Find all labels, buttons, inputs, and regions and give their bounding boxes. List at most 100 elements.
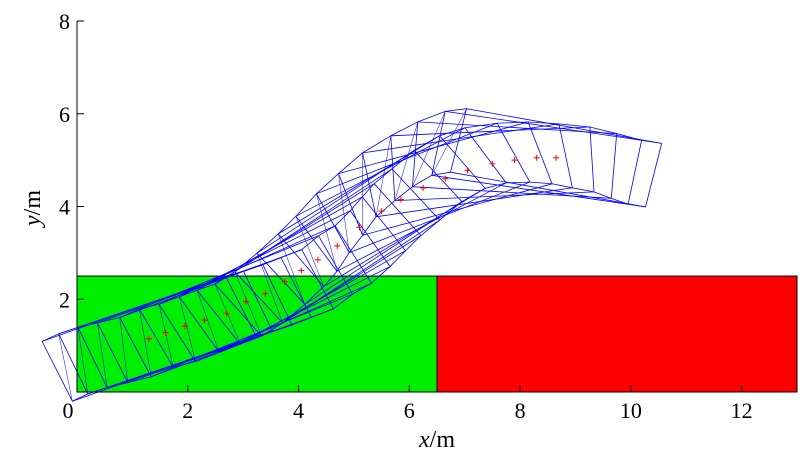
frame-link-19-0 bbox=[431, 171, 451, 176]
frame-link-11-1 bbox=[461, 187, 486, 202]
frame-link-4-0 bbox=[151, 366, 174, 378]
frame-link-3-2 bbox=[280, 249, 302, 258]
frame-link-6-0 bbox=[195, 352, 220, 362]
frame-mesh-6 bbox=[179, 296, 196, 362]
centroid-marker-0 bbox=[146, 335, 152, 342]
frame-outline-20 bbox=[450, 108, 663, 208]
frame-mesh-1 bbox=[77, 327, 88, 395]
centroid-marker-14 bbox=[420, 184, 427, 191]
frame-link-6-1 bbox=[371, 266, 391, 284]
frame-link-4-2 bbox=[301, 235, 319, 250]
centroid-marker-6 bbox=[262, 290, 269, 297]
frame-mesh-14 bbox=[338, 173, 350, 253]
frame-mesh-12 bbox=[295, 216, 324, 287]
frame-link-9-1 bbox=[420, 219, 440, 236]
x-tick-label-5: 10 bbox=[620, 398, 642, 423]
frame-link-13-1 bbox=[506, 181, 530, 184]
frame-link-2-2 bbox=[262, 257, 282, 266]
frame-link-1-2 bbox=[243, 264, 264, 272]
frame-link-14-3 bbox=[316, 173, 339, 195]
frame-link-4-3 bbox=[119, 308, 140, 318]
centroid-marker-11 bbox=[356, 224, 363, 231]
frame-mesh-5 bbox=[158, 304, 174, 368]
frame-link-12-3 bbox=[277, 215, 297, 235]
frame-link-11-0 bbox=[304, 286, 325, 305]
frame-link-11-2 bbox=[413, 135, 440, 151]
centroids-layer bbox=[146, 154, 560, 342]
frame-mesh-17 bbox=[394, 121, 419, 201]
frame-link-18-3 bbox=[417, 110, 446, 123]
frame-link-2-1 bbox=[291, 317, 312, 326]
frame-link-18-1 bbox=[611, 197, 629, 205]
frame-mesh-13 bbox=[316, 193, 338, 272]
frame-link-18-2 bbox=[616, 133, 642, 141]
x-axis-unit: /m bbox=[430, 427, 456, 453]
x-tick-label-4: 8 bbox=[515, 398, 526, 423]
centroid-marker-20 bbox=[553, 154, 560, 161]
frame-link-5-2 bbox=[318, 225, 336, 237]
centroid-marker-12 bbox=[378, 208, 385, 215]
frame-link-5-0 bbox=[173, 361, 196, 368]
frame-link-10-1 bbox=[439, 201, 463, 221]
frame-link-13-2 bbox=[464, 122, 498, 129]
frame-mesh-18 bbox=[412, 111, 446, 187]
centroid-marker-4 bbox=[223, 310, 230, 317]
centroid-marker-1 bbox=[162, 329, 169, 336]
y-tick-label-2: 6 bbox=[59, 102, 70, 127]
y-axis-unit: /m bbox=[20, 190, 46, 216]
frame-link-8-1 bbox=[405, 235, 422, 252]
frame-link-16-3 bbox=[362, 135, 392, 154]
x-axis-var: x bbox=[418, 427, 430, 453]
frame-link-9-2 bbox=[373, 168, 393, 184]
frame-link-15-1 bbox=[552, 183, 573, 189]
frame-link-0-1 bbox=[255, 331, 273, 337]
x-tick-label-6: 12 bbox=[731, 398, 753, 423]
frame-link-15-0 bbox=[362, 216, 377, 236]
frame-link-6-2 bbox=[334, 210, 351, 227]
frame-link-10-3 bbox=[234, 252, 258, 273]
frame-mesh-11 bbox=[277, 233, 306, 305]
centroid-marker-17 bbox=[489, 160, 496, 167]
region-1 bbox=[436, 275, 798, 393]
ticklabels-layer: 0 2 4 6 8 10 12 2 4 6 8 bbox=[59, 9, 753, 423]
y-tick-label-1: 4 bbox=[59, 195, 70, 220]
frame-link-3-0 bbox=[127, 376, 152, 384]
frame-link-9-0 bbox=[261, 322, 283, 337]
frame-mesh-7 bbox=[196, 290, 220, 353]
frame-link-12-2 bbox=[439, 127, 466, 137]
frame-mesh-0 bbox=[58, 333, 73, 402]
frame-mesh-16 bbox=[375, 135, 392, 217]
frame-link-19-2 bbox=[641, 139, 662, 144]
frame-mesh-8 bbox=[214, 284, 241, 345]
frame-link-1-3 bbox=[58, 326, 79, 335]
frame-link-15-3 bbox=[338, 152, 363, 174]
frame-link-13-0 bbox=[336, 252, 350, 272]
frame-link-0-0 bbox=[72, 393, 88, 402]
frame-link-3-3 bbox=[97, 317, 120, 324]
y-axis-var: y bbox=[20, 215, 46, 228]
frame-link-7-2 bbox=[349, 196, 363, 212]
frame-link-12-0 bbox=[323, 271, 338, 287]
frame-link-8-3 bbox=[196, 283, 216, 291]
frame-link-17-2 bbox=[589, 126, 617, 134]
y-axis-title: y/m bbox=[20, 190, 46, 228]
frame-mesh-19 bbox=[431, 108, 467, 176]
centroid-marker-8 bbox=[298, 267, 305, 274]
frame-link-13-3 bbox=[295, 193, 317, 217]
x-axis-title: x/m bbox=[418, 427, 455, 453]
frame-link-6-3 bbox=[158, 296, 180, 305]
y-tick-label-3: 8 bbox=[59, 9, 70, 34]
frame-mesh-3 bbox=[119, 317, 129, 383]
frame-link-8-0 bbox=[240, 335, 262, 345]
y-tick-label-0: 2 bbox=[59, 287, 70, 312]
frame-link-2-3 bbox=[77, 322, 98, 328]
centroid-marker-3 bbox=[201, 317, 208, 324]
frame-link-5-1 bbox=[352, 282, 372, 295]
x-tick-label-2: 4 bbox=[293, 398, 304, 423]
x-tick-label-3: 6 bbox=[404, 398, 415, 423]
frame-link-12-1 bbox=[484, 182, 507, 189]
frame-link-14-2 bbox=[497, 121, 529, 124]
frame-link-2-0 bbox=[106, 382, 128, 388]
frames-layer bbox=[41, 108, 663, 402]
frame-link-15-2 bbox=[528, 121, 559, 125]
